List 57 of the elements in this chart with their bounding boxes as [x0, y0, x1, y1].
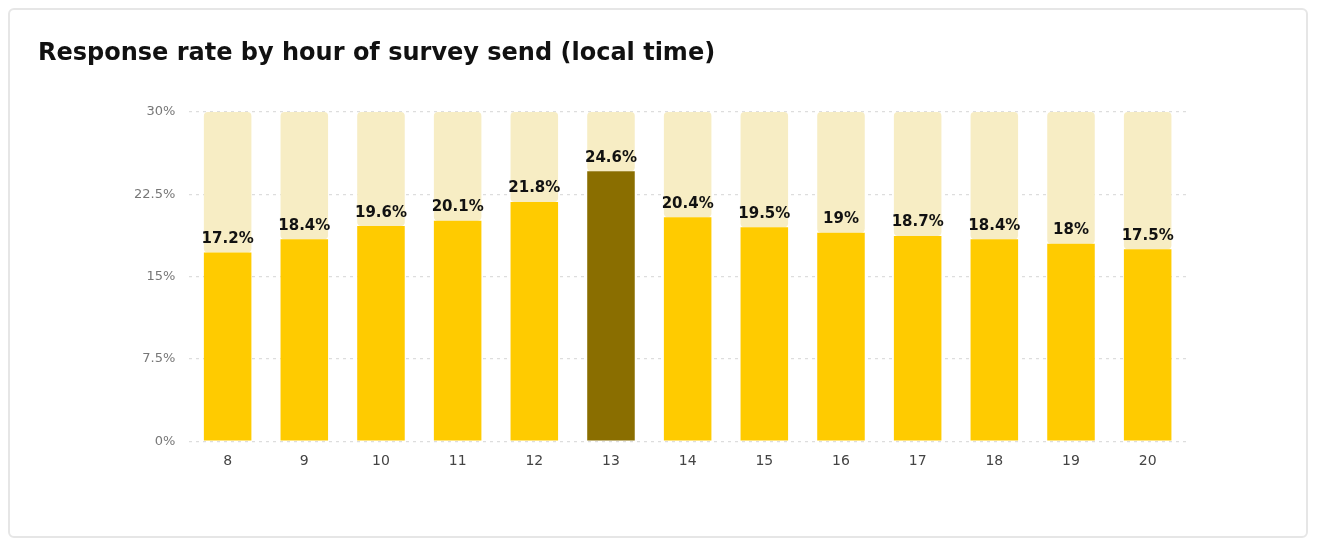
bar [357, 112, 405, 227]
data-label: 24.6% [584, 147, 637, 166]
bar [433, 112, 482, 221]
bar [510, 201, 559, 441]
x-tick-label: 18 [985, 452, 1004, 469]
x-tick-label: 9 [299, 452, 309, 469]
bar [280, 112, 329, 240]
x-tick-label: 11 [448, 452, 467, 469]
data-label: 20.1% [431, 197, 484, 216]
data-label: 19% [823, 209, 859, 228]
bar [357, 226, 405, 441]
data-label: 20.4% [661, 193, 714, 212]
bar [740, 227, 789, 441]
x-tick-label: 8 [223, 452, 233, 469]
bar [663, 112, 712, 218]
x-tick-label: 20 [1138, 452, 1157, 469]
data-label: 19.6% [354, 202, 407, 221]
bar [817, 232, 865, 441]
y-tick-label: 15% [146, 267, 176, 283]
bar [740, 112, 789, 228]
bar [203, 252, 252, 441]
bar [510, 112, 559, 202]
bar [1047, 112, 1095, 244]
x-tick-label: 17 [908, 452, 927, 469]
x-tick-label: 12 [525, 452, 544, 469]
bar [280, 239, 329, 441]
data-label: 17.2% [201, 228, 254, 247]
x-tick-label: 19 [1062, 452, 1080, 469]
bar [433, 220, 482, 441]
bar [970, 239, 1019, 441]
bar [587, 171, 635, 441]
bar [1047, 243, 1095, 441]
bar [970, 112, 1019, 240]
x-tick-label: 14 [678, 452, 697, 469]
data-label: 18.4% [968, 215, 1021, 234]
data-label: 19.5% [738, 203, 791, 222]
bar [1123, 249, 1172, 441]
bar [817, 112, 865, 233]
data-label: 17.5% [1121, 225, 1174, 244]
y-tick-label: 22.5% [133, 185, 176, 201]
bar [1123, 112, 1172, 250]
bar [893, 112, 942, 236]
y-tick-label: 0% [154, 432, 176, 448]
bar [893, 236, 942, 441]
bar [663, 217, 712, 441]
chart-title: Response rate by hour of survey send (local time) [38, 38, 716, 66]
bar [203, 112, 252, 253]
data-label: 18% [1053, 220, 1089, 239]
x-tick-label: 10 [372, 452, 390, 469]
data-label: 18.7% [891, 212, 944, 231]
x-tick-label: 13 [602, 452, 620, 469]
y-tick-label: 7.5% [142, 350, 176, 366]
x-tick-label: 15 [755, 452, 774, 469]
data-label: 18.4% [278, 215, 331, 234]
data-label: 21.8% [508, 178, 561, 197]
x-tick-label: 16 [832, 452, 850, 469]
y-tick-label: 30% [146, 103, 176, 119]
